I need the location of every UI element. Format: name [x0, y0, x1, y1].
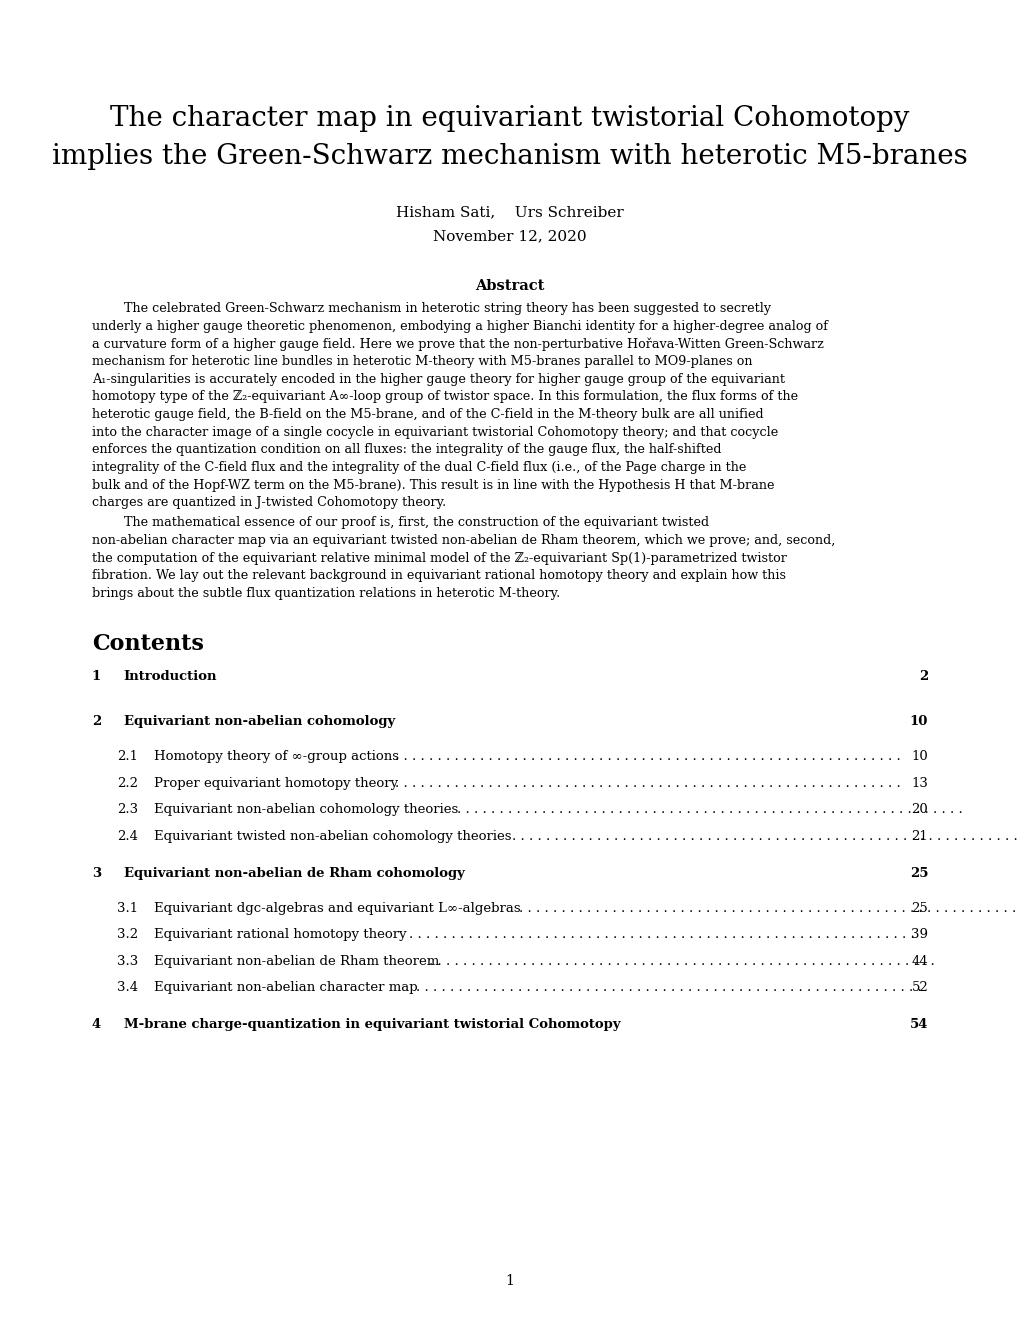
- Text: November 12, 2020: November 12, 2020: [433, 230, 586, 243]
- Text: Equivariant non-abelian cohomology: Equivariant non-abelian cohomology: [123, 715, 394, 729]
- Text: bulk and of the Hopf-WZ term on the M5-brane). This result is in line with the H: bulk and of the Hopf-WZ term on the M5-b…: [92, 479, 773, 491]
- Text: 2: 2: [92, 715, 101, 729]
- Text: Equivariant twisted non-abelian cohomology theories: Equivariant twisted non-abelian cohomolo…: [154, 830, 511, 843]
- Text: brings about the subtle flux quantization relations in heterotic M-theory.: brings about the subtle flux quantizatio…: [92, 587, 559, 601]
- Text: 1: 1: [92, 671, 101, 684]
- Text: 2: 2: [918, 671, 927, 684]
- Text: the computation of the equivariant relative minimal model of the ℤ₂-equivariant : the computation of the equivariant relat…: [92, 552, 786, 565]
- Text: 54: 54: [909, 1018, 927, 1031]
- Text: Equivariant non-abelian character map: Equivariant non-abelian character map: [154, 981, 417, 994]
- Text: . . . . . . . . . . . . . . . . . . . . . . . . . . . . . . . . . . . . . . . . : . . . . . . . . . . . . . . . . . . . . …: [512, 830, 1019, 843]
- Text: 25: 25: [911, 902, 927, 915]
- Text: 13: 13: [910, 776, 927, 789]
- Text: 2.1: 2.1: [117, 750, 138, 763]
- Text: . . . . . . . . . . . . . . . . . . . . . . . . . . . . . . . . . . . . . . . . : . . . . . . . . . . . . . . . . . . . . …: [409, 928, 918, 941]
- Text: 3.2: 3.2: [117, 928, 138, 941]
- Text: 39: 39: [910, 928, 927, 941]
- Text: Contents: Contents: [92, 632, 204, 655]
- Text: non-abelian character map via an equivariant twisted non-abelian de Rham theorem: non-abelian character map via an equivar…: [92, 535, 835, 546]
- Text: fibration. We lay out the relevant background in equivariant rational homotopy t: fibration. We lay out the relevant backg…: [92, 569, 785, 582]
- Text: Introduction: Introduction: [123, 671, 217, 684]
- Text: 2.4: 2.4: [117, 830, 138, 843]
- Text: underly a higher gauge theoretic phenomenon, embodying a higher Bianchi identity: underly a higher gauge theoretic phenome…: [92, 319, 827, 333]
- Text: 21: 21: [911, 830, 927, 843]
- Text: 3.1: 3.1: [117, 902, 138, 915]
- Text: 52: 52: [911, 981, 927, 994]
- Text: 2.2: 2.2: [117, 776, 138, 789]
- Text: . . . . . . . . . . . . . . . . . . . . . . . . . . . . . . . . . . . . . . . . : . . . . . . . . . . . . . . . . . . . . …: [416, 981, 925, 994]
- Text: Abstract: Abstract: [475, 279, 544, 293]
- Text: M-brane charge-quantization in equivariant twistorial Cohomotopy: M-brane charge-quantization in equivaria…: [123, 1018, 620, 1031]
- Text: . . . . . . . . . . . . . . . . . . . . . . . . . . . . . . . . . . . . . . . . : . . . . . . . . . . . . . . . . . . . . …: [394, 776, 904, 789]
- Text: 3.4: 3.4: [117, 981, 138, 994]
- Text: Equivariant dgc-algebras and equivariant L∞-algebras: Equivariant dgc-algebras and equivariant…: [154, 902, 520, 915]
- Text: 2.3: 2.3: [117, 804, 138, 816]
- Text: integrality of the C-field flux and the integrality of the dual C-field flux (i.: integrality of the C-field flux and the …: [92, 461, 746, 474]
- Text: Proper equivariant homotopy theory: Proper equivariant homotopy theory: [154, 776, 397, 789]
- Text: Equivariant non-abelian de Rham cohomology: Equivariant non-abelian de Rham cohomolo…: [123, 867, 465, 879]
- Text: mechanism for heterotic line bundles in heterotic M-theory with M5-branes parall: mechanism for heterotic line bundles in …: [92, 355, 752, 368]
- Text: into the character image of a single cocycle in equivariant twistorial Cohomotop: into the character image of a single coc…: [92, 425, 777, 438]
- Text: implies the Green-Schwarz mechanism with heterotic M5-branes: implies the Green-Schwarz mechanism with…: [52, 143, 967, 169]
- Text: 1: 1: [505, 1274, 514, 1288]
- Text: The mathematical essence of our proof is, first, the construction of the equivar: The mathematical essence of our proof is…: [92, 516, 708, 529]
- Text: Hisham Sati,    Urs Schreiber: Hisham Sati, Urs Schreiber: [395, 205, 624, 219]
- Text: 44: 44: [911, 954, 927, 968]
- Text: enforces the quantization condition on all fluxes: the integrality of the gauge : enforces the quantization condition on a…: [92, 444, 720, 457]
- Text: . . . . . . . . . . . . . . . . . . . . . . . . . . . . . . . . . . . . . . . . : . . . . . . . . . . . . . . . . . . . . …: [518, 902, 1019, 915]
- Text: 4: 4: [92, 1018, 101, 1031]
- Text: 20: 20: [911, 804, 927, 816]
- Text: Equivariant non-abelian de Rham theorem: Equivariant non-abelian de Rham theorem: [154, 954, 438, 968]
- Text: . . . . . . . . . . . . . . . . . . . . . . . . . . . . . . . . . . . . . . . . : . . . . . . . . . . . . . . . . . . . . …: [457, 804, 966, 816]
- Text: The celebrated Green-Schwarz mechanism in heterotic string theory has been sugge: The celebrated Green-Schwarz mechanism i…: [92, 302, 770, 315]
- Text: charges are quantized in J-twisted Cohomotopy theory.: charges are quantized in J-twisted Cohom…: [92, 496, 445, 510]
- Text: 10: 10: [909, 715, 927, 729]
- Text: A₁-singularities is accurately encoded in the higher gauge theory for higher gau: A₁-singularities is accurately encoded i…: [92, 372, 784, 385]
- Text: homotopy type of the ℤ₂-equivariant A∞-loop group of twistor space. In this form: homotopy type of the ℤ₂-equivariant A∞-l…: [92, 391, 797, 404]
- Text: a curvature form of a higher gauge field. Here we prove that the non-perturbativ: a curvature form of a higher gauge field…: [92, 338, 823, 351]
- Text: heterotic gauge field, the B-field on the M5-brane, and of the C-field in the M-: heterotic gauge field, the B-field on th…: [92, 408, 762, 421]
- Text: The character map in equivariant twistorial Cohomotopy: The character map in equivariant twistor…: [110, 106, 909, 132]
- Text: 25: 25: [909, 867, 927, 879]
- Text: . . . . . . . . . . . . . . . . . . . . . . . . . . . . . . . . . . . . . . . . : . . . . . . . . . . . . . . . . . . . . …: [394, 750, 904, 763]
- Text: Equivariant non-abelian cohomology theories: Equivariant non-abelian cohomology theor…: [154, 804, 458, 816]
- Text: 3: 3: [92, 867, 101, 879]
- Text: Homotopy theory of ∞-group actions: Homotopy theory of ∞-group actions: [154, 750, 398, 763]
- Text: . . . . . . . . . . . . . . . . . . . . . . . . . . . . . . . . . . . . . . . . : . . . . . . . . . . . . . . . . . . . . …: [429, 954, 938, 968]
- Text: 3.3: 3.3: [117, 954, 138, 968]
- Text: 10: 10: [911, 750, 927, 763]
- Text: Equivariant rational homotopy theory: Equivariant rational homotopy theory: [154, 928, 406, 941]
